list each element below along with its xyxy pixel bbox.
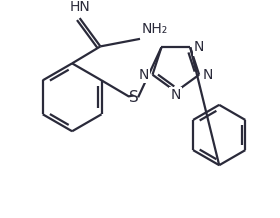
Text: N: N xyxy=(171,89,181,102)
Text: HN: HN xyxy=(69,0,90,14)
Text: N: N xyxy=(138,68,149,82)
Text: NH₂: NH₂ xyxy=(142,22,168,36)
Text: S: S xyxy=(129,90,138,105)
Text: N: N xyxy=(194,40,204,54)
Text: N: N xyxy=(203,68,213,82)
